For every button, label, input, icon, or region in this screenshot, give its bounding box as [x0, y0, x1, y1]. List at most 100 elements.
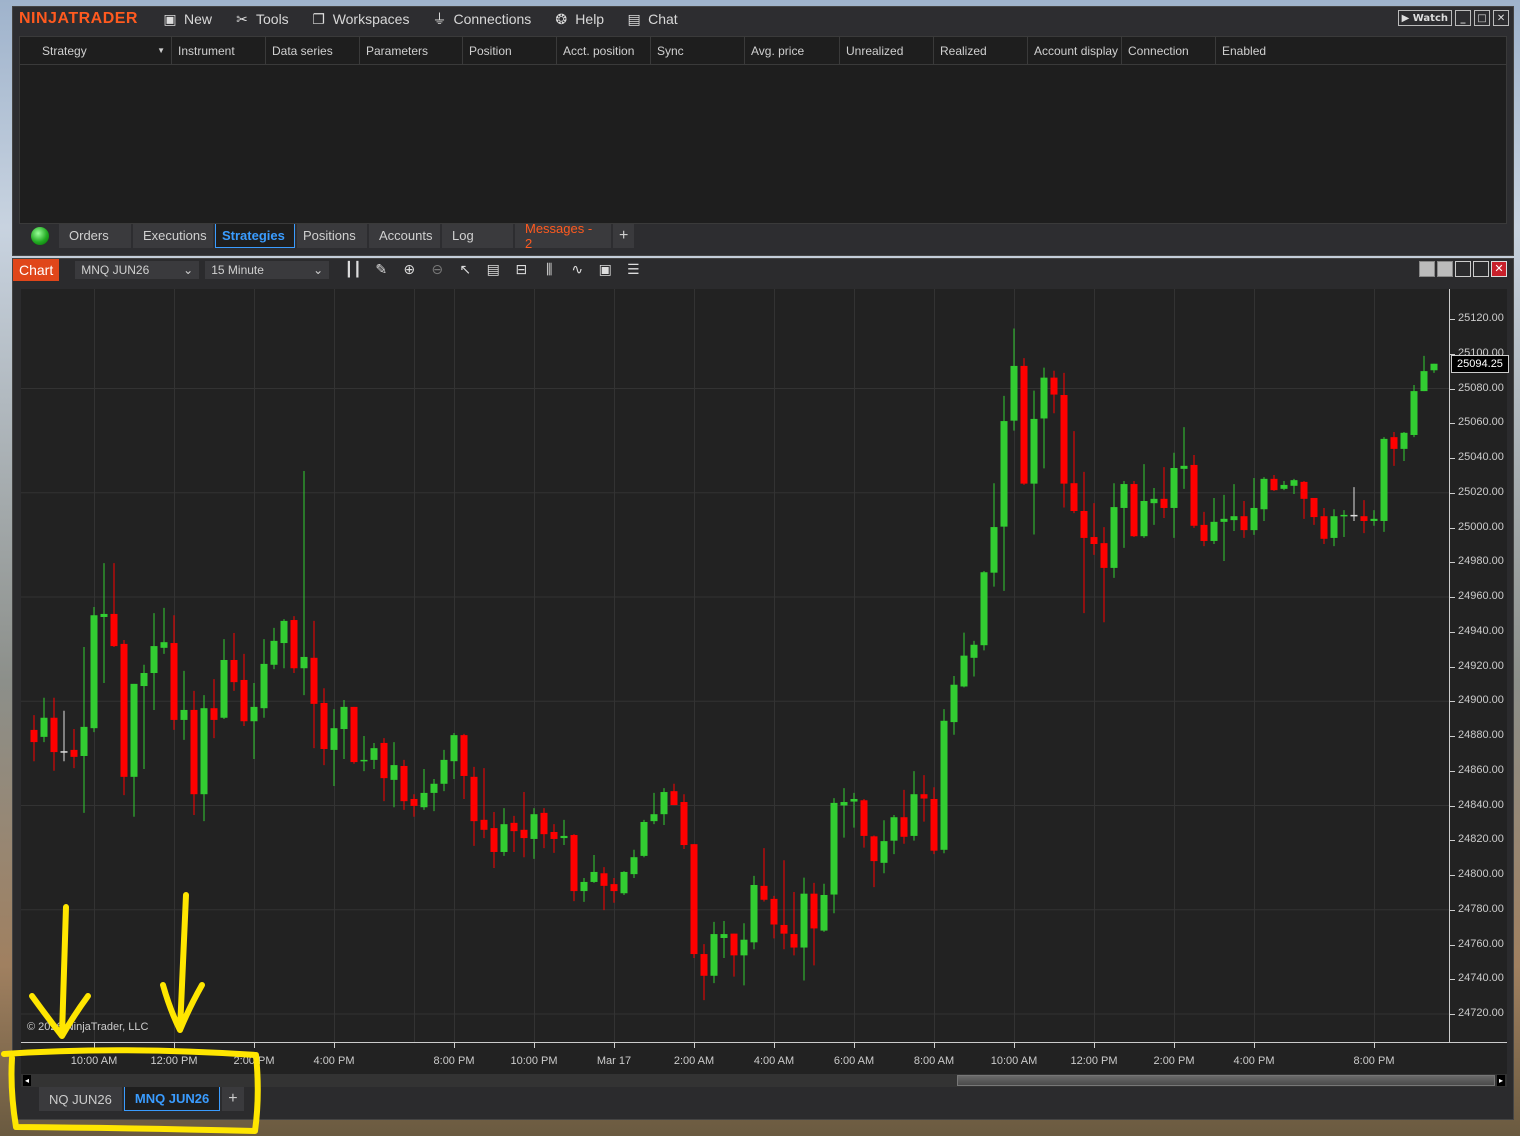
menu-chat[interactable]: ▤ Chat [626, 11, 677, 28]
indicators-icon[interactable]: ⫼ [546, 262, 553, 278]
scroll-left-button[interactable]: ◂ [23, 1075, 31, 1086]
column-instrument[interactable]: Instrument [172, 37, 266, 64]
candle-body [780, 924, 788, 934]
add-tab-button[interactable]: + [613, 223, 635, 248]
tab-strategies[interactable]: Strategies [215, 223, 295, 248]
data-box-icon[interactable]: ▤ [486, 262, 500, 278]
group-button[interactable] [1437, 261, 1453, 277]
y-axis-label: 24940.00 [1458, 624, 1504, 637]
scroll-right-button[interactable]: ▸ [1497, 1075, 1505, 1086]
menu-connections-label: Connections [453, 11, 532, 27]
candle-body [650, 814, 658, 822]
column-position[interactable]: Position [463, 37, 557, 64]
column-avg-price[interactable]: Avg. price [745, 37, 840, 64]
interval-selector[interactable]: 15 Minute ⌄ [205, 261, 330, 279]
candle-body [860, 800, 868, 836]
order-list-icon[interactable]: ☰ [626, 262, 640, 278]
candle-body [890, 817, 898, 841]
candle-body [950, 684, 958, 723]
templates-icon[interactable]: ▣ [598, 262, 612, 278]
candle-body [380, 742, 388, 779]
candle-body [970, 644, 978, 658]
y-axis-tick [1450, 597, 1455, 598]
maximize-button[interactable] [1473, 261, 1489, 277]
column-unrealized[interactable]: Unrealized [840, 37, 934, 64]
column-sync[interactable]: Sync [651, 37, 745, 64]
column-parameters[interactable]: Parameters [360, 37, 463, 64]
dropdown-arrow-icon[interactable]: ▼ [157, 46, 165, 55]
menu-workspaces[interactable]: ❐ Workspaces [311, 11, 409, 28]
candle-body [1100, 543, 1108, 568]
tab-accounts[interactable]: Accounts [369, 223, 440, 248]
chevron-down-icon[interactable]: ⌄ [313, 263, 324, 277]
tab-positions[interactable]: Positions [297, 223, 367, 248]
x-axis-tick [854, 1043, 855, 1048]
candle-body [140, 673, 148, 687]
candle-body [1000, 421, 1008, 527]
column-enabled[interactable]: Enabled [1222, 43, 1267, 58]
watch-button[interactable]: ▶ Watch [1397, 10, 1452, 26]
tab-executions[interactable]: Executions [133, 223, 213, 248]
strategies-icon[interactable]: ∿ [571, 262, 584, 278]
lifebuoy-icon: ❂ [555, 10, 568, 27]
candle-body [180, 709, 188, 720]
candle-body [400, 765, 408, 802]
instrument-selector[interactable]: MNQ JUN26 ⌄ [75, 261, 200, 279]
drawing-tool-icon[interactable]: ✎ [375, 262, 388, 278]
y-axis-tick [1450, 701, 1455, 703]
candle-body [700, 954, 708, 976]
tab-nq-jun26[interactable]: NQ JUN26 [39, 1087, 122, 1111]
scrollbar-thumb[interactable] [957, 1075, 1495, 1086]
close-button[interactable]: ✕ [1491, 261, 1507, 277]
candle-body [470, 776, 478, 822]
properties-icon[interactable]: ⊟ [515, 262, 528, 278]
price-axis[interactable]: 25120.00 25100.00 25080.00 25060.00 25040.00… [1449, 289, 1507, 1042]
column-acct-position[interactable]: Acct. position [557, 37, 651, 64]
y-axis-label: 24820.00 [1458, 833, 1504, 846]
time-axis[interactable]: 10:00 AM 12:00 PM 2:00 PM 4:00 PM 8:00 PM 10:… [21, 1042, 1507, 1074]
column-account-display[interactable]: Account display [1028, 37, 1122, 64]
menu-connections[interactable]: ⏚ Connections [431, 9, 531, 29]
zoom-out-icon[interactable]: ⊖ [431, 262, 444, 278]
pointer-icon[interactable]: ↖ [459, 262, 472, 278]
bar-type-icon[interactable]: ┃┃ [344, 262, 362, 278]
candle-body [40, 717, 48, 737]
chevron-down-icon[interactable]: ⌄ [183, 263, 194, 277]
tab-mnq-jun26[interactable]: MNQ JUN26 [123, 1087, 221, 1111]
tab-log[interactable]: Log [442, 223, 513, 248]
candle-body [880, 841, 888, 863]
maximize-button[interactable]: □ [1474, 10, 1490, 26]
column-connection[interactable]: Connection [1122, 37, 1216, 64]
candle-body [760, 885, 768, 900]
add-chart-tab-button[interactable]: + [222, 1087, 244, 1111]
menu-tools[interactable]: ✂ Tools [234, 11, 289, 28]
y-axis-tick [1450, 388, 1455, 390]
y-axis-tick [1450, 562, 1455, 564]
candle-body [930, 798, 938, 851]
x-axis-tick [1094, 1043, 1095, 1048]
y-axis-tick [1450, 631, 1455, 633]
candle-body [100, 613, 108, 617]
menu-new[interactable]: ▣ New [162, 11, 212, 28]
column-data-series[interactable]: Data series [266, 37, 360, 64]
candle-body [1330, 516, 1338, 538]
x-axis-label: 8:00 AM [913, 1055, 955, 1067]
column-strategy[interactable]: Strategy ▼ [20, 37, 172, 64]
candle-body [280, 620, 288, 644]
candle-body [800, 893, 808, 948]
close-button[interactable]: ✕ [1493, 10, 1509, 26]
zoom-in-icon[interactable]: ⊕ [403, 262, 416, 278]
tab-messages[interactable]: Messages - 2 [515, 221, 611, 251]
minimize-button[interactable] [1455, 261, 1471, 277]
chart-scrollbar[interactable]: ◂ ▸ [21, 1074, 1507, 1087]
tab-orders[interactable]: Orders [59, 223, 131, 248]
menu-help[interactable]: ❂ Help [553, 11, 604, 28]
price-chart-area[interactable]: © 2026 NinjaTrader, LLC [21, 289, 1449, 1042]
link-button[interactable] [1419, 261, 1435, 277]
candle-body [1240, 516, 1248, 531]
column-realized[interactable]: Realized [934, 37, 1028, 64]
y-axis-label: 24720.00 [1458, 1007, 1504, 1019]
y-axis-tick [1450, 805, 1455, 807]
candle-body [870, 836, 878, 862]
minimize-button[interactable]: _ [1455, 10, 1471, 26]
